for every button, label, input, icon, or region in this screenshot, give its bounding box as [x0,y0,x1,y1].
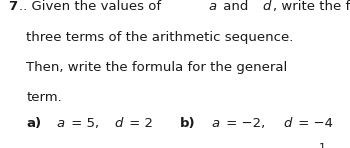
Text: a: a [208,0,216,13]
Text: = 2: = 2 [125,117,153,130]
Text: = 5,: = 5, [67,117,104,130]
Text: d: d [114,117,122,130]
Text: d: d [283,117,292,130]
Text: , write the first: , write the first [273,0,350,13]
Text: = −2,: = −2, [222,117,270,130]
Text: b): b) [180,117,196,130]
Text: term.: term. [26,91,62,104]
Text: Then, write the formula for the general: Then, write the formula for the general [26,61,287,74]
Text: and: and [219,0,252,13]
Text: a: a [57,117,65,130]
Text: a): a) [26,117,41,130]
Text: 7: 7 [8,0,17,13]
Text: three terms of the arithmetic sequence.: three terms of the arithmetic sequence. [26,31,294,44]
Text: a: a [211,117,219,130]
Text: = −4: = −4 [294,117,333,130]
Text: 1: 1 [319,143,326,148]
Text: .. Given the values of: .. Given the values of [20,0,166,13]
Text: d: d [262,0,271,13]
